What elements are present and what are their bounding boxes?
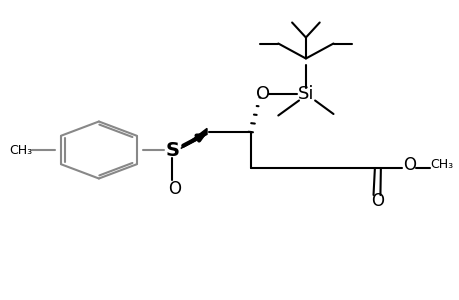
Text: S: S: [165, 140, 179, 160]
Text: Si: Si: [297, 85, 313, 103]
Polygon shape: [180, 128, 207, 148]
Text: O: O: [370, 192, 383, 210]
Text: O: O: [402, 156, 415, 174]
Text: O: O: [168, 180, 181, 198]
Text: CH₃: CH₃: [9, 143, 32, 157]
Text: CH₃: CH₃: [429, 158, 452, 172]
Text: O: O: [256, 85, 269, 103]
